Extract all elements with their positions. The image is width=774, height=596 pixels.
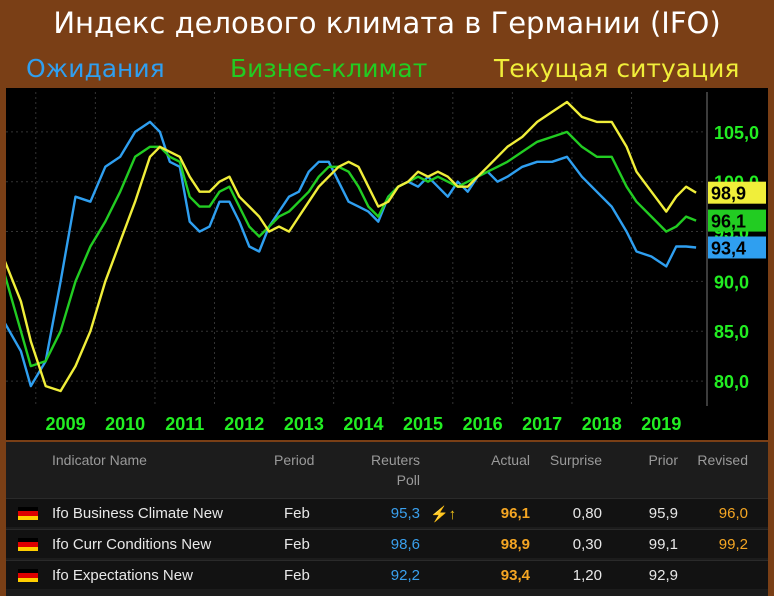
prior-value: 99,1 — [648, 536, 678, 553]
surprise-value: 0,80 — [572, 505, 602, 522]
x-tick-label: 2012 — [224, 414, 264, 434]
legend-expectations: Ожидания — [26, 54, 165, 83]
surprise-alert-icon: ⚡↑ — [430, 506, 457, 523]
last-value-box — [708, 181, 766, 204]
surprise-value: 0,30 — [572, 536, 602, 553]
x-tick-label: 2017 — [522, 414, 562, 434]
actual-value: 98,9 — [500, 536, 530, 553]
x-tick-label: 2015 — [403, 414, 443, 434]
table-row[interactable]: Ifo Business Climate New Feb 95,3 ⚡↑ 96,… — [6, 498, 768, 527]
period: Feb — [284, 505, 310, 522]
last-value-box — [708, 209, 766, 232]
revised-value: 99,2 — [718, 536, 748, 553]
period: Feb — [284, 536, 310, 553]
x-tick-label: 2016 — [463, 414, 503, 434]
reuters-poll: 98,6 — [390, 536, 420, 553]
y-tick-label: 85,0 — [714, 322, 749, 342]
reuters-poll: 95,3 — [390, 505, 420, 522]
series-line-business-climate — [6, 130, 697, 368]
y-tick-label: 105,0 — [714, 123, 759, 143]
germany-flag-icon — [18, 507, 38, 520]
x-tick-label: 2013 — [284, 414, 324, 434]
x-tick-label: 2011 — [165, 414, 204, 434]
reuters-poll: 92,2 — [390, 567, 420, 584]
period: Feb — [284, 567, 310, 584]
surprise-value: 1,20 — [572, 567, 602, 584]
legend-current-situation: Текущая ситуация — [494, 54, 740, 83]
line-chart: 105,0100,095,090,085,080,098,996,193,420… — [6, 92, 766, 434]
table-row[interactable]: Ifo Expectations New Feb 92,2 93,4 1,20 … — [6, 560, 768, 589]
series-line-current-situation — [6, 100, 697, 393]
y-tick-label: 90,0 — [714, 272, 749, 292]
actual-value: 93,4 — [500, 567, 530, 584]
last-value-label: 93,4 — [711, 239, 746, 259]
header-actual[interactable]: Actual — [491, 452, 530, 468]
indicator-name: Ifo Business Climate New — [52, 505, 223, 522]
series-line-expectations — [6, 120, 697, 388]
prior-value: 92,9 — [648, 567, 678, 584]
header-reuters-poll[interactable]: Reuters Poll — [370, 452, 420, 488]
x-tick-label: 2019 — [641, 414, 681, 434]
indicator-table: Indicator Name Period Reuters Poll Actual… — [6, 442, 768, 596]
x-tick-label: 2014 — [343, 414, 383, 434]
chart-title: Индекс делового климата в Германии (IFO) — [53, 6, 721, 40]
header-prior[interactable]: Prior — [648, 452, 678, 468]
header-period[interactable]: Period — [274, 452, 315, 468]
table-row[interactable]: Ifo Curr Conditions New Feb 98,6 98,9 0,… — [6, 529, 768, 558]
germany-flag-icon — [18, 569, 38, 582]
actual-value: 96,1 — [500, 505, 530, 522]
prior-value: 95,9 — [648, 505, 678, 522]
last-value-box — [708, 236, 766, 259]
indicator-name: Ifo Curr Conditions New — [52, 536, 212, 553]
x-tick-label: 2018 — [582, 414, 622, 434]
header-indicator-name[interactable]: Indicator Name — [52, 452, 147, 468]
germany-flag-icon — [18, 538, 38, 551]
revised-value: 96,0 — [718, 505, 748, 522]
indicator-name: Ifo Expectations New — [52, 567, 193, 584]
last-value-label: 96,1 — [711, 212, 746, 232]
y-tick-label: 80,0 — [714, 372, 749, 392]
legend-business-climate: Бизнес-климат — [230, 54, 428, 83]
x-tick-label: 2009 — [46, 414, 86, 434]
x-tick-label: 2010 — [105, 414, 145, 434]
last-value-label: 98,9 — [711, 184, 746, 204]
header-revised[interactable]: Revised — [697, 452, 748, 468]
header-surprise[interactable]: Surprise — [549, 452, 602, 468]
chart-panel: 105,0100,095,090,085,080,098,996,193,420… — [6, 88, 768, 440]
